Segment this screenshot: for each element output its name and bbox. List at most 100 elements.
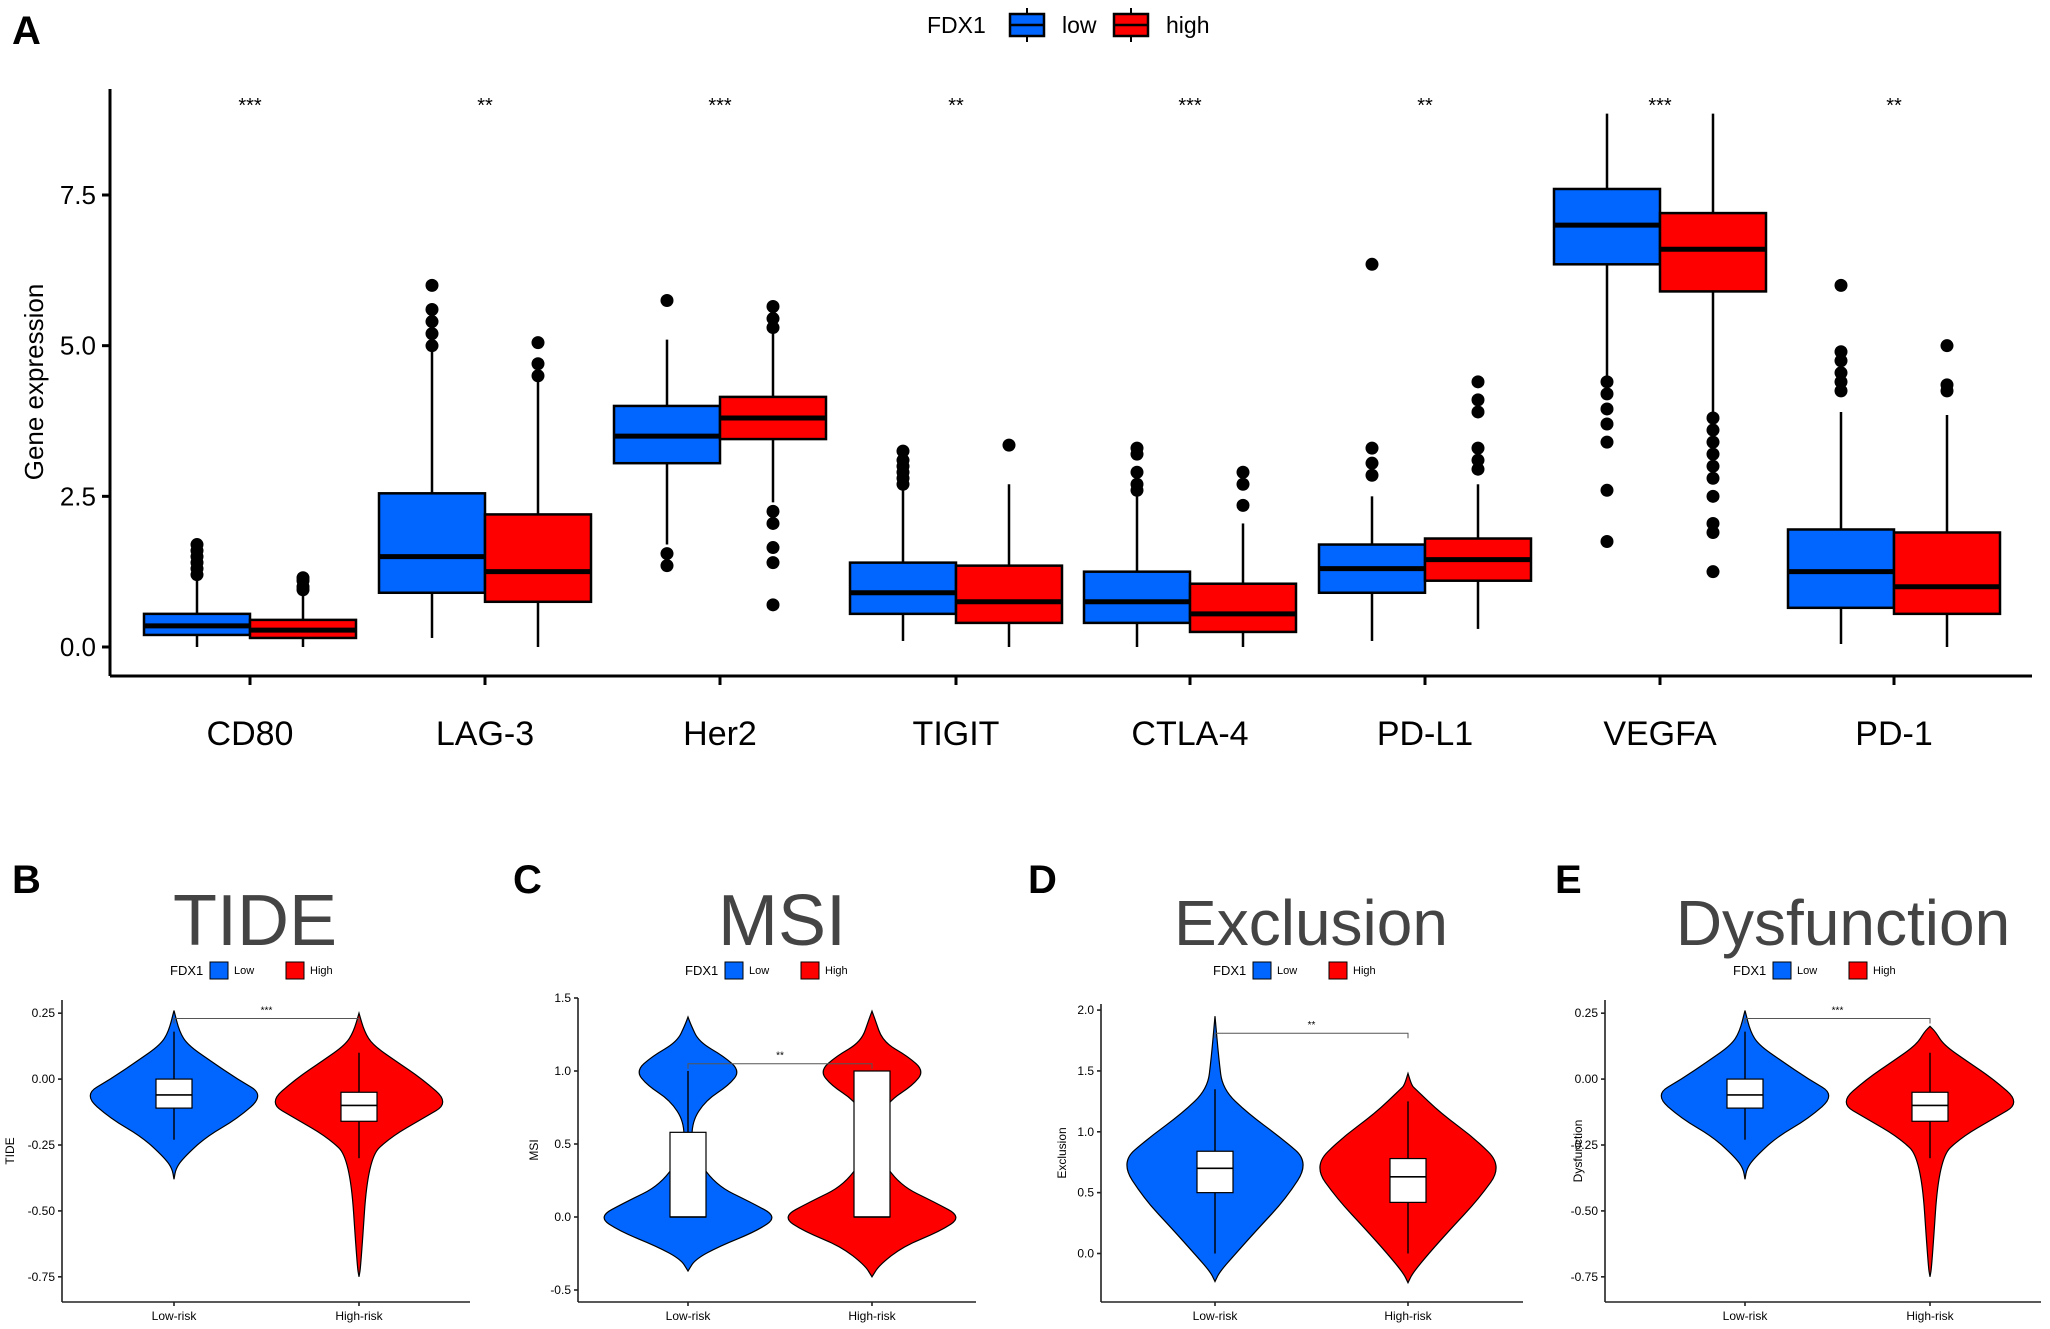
outlier-point bbox=[766, 556, 780, 570]
x-tick-label: PD-L1 bbox=[1377, 715, 1473, 753]
significance-label: ** bbox=[477, 95, 493, 117]
significance-label: ** bbox=[1308, 1020, 1316, 1031]
outlier-point bbox=[1236, 498, 1250, 512]
y-tick-label: 0.0 bbox=[60, 632, 96, 662]
y-tick-label: -0.25 bbox=[1571, 1138, 1599, 1152]
legend-label-high: High bbox=[1873, 965, 1896, 977]
outlier-point bbox=[531, 336, 545, 350]
outlier-point bbox=[1706, 435, 1720, 449]
panel-a: A FDX1 low high 0.0 2.5 5.0 7.5 Gene expression C… bbox=[12, 8, 2032, 753]
legend-key-high bbox=[800, 961, 820, 980]
significance-bracket bbox=[1214, 1032, 1409, 1039]
outlier-point bbox=[1834, 375, 1848, 389]
y-tick-label: 0.25 bbox=[32, 1006, 56, 1020]
outlier-point bbox=[766, 504, 780, 518]
outlier-point bbox=[1365, 468, 1379, 482]
legend-title: FDX1 bbox=[1213, 963, 1246, 978]
significance-label: *** bbox=[1648, 95, 1672, 117]
x-tick-label: Low-risk bbox=[666, 1309, 712, 1323]
legend-key-low bbox=[1772, 961, 1792, 980]
outlier-point bbox=[1834, 345, 1848, 359]
outlier-point bbox=[1130, 477, 1144, 491]
box-high bbox=[483, 513, 593, 604]
legend-key-high bbox=[1848, 961, 1868, 980]
legend-title: FDX1 bbox=[1733, 963, 1766, 978]
box bbox=[669, 1131, 707, 1218]
y-tick-label: 7.5 bbox=[60, 180, 96, 210]
x-tick-label: Low-risk bbox=[152, 1309, 198, 1323]
significance-label: *** bbox=[1832, 1005, 1844, 1016]
y-tick-label: 0.0 bbox=[1077, 1246, 1094, 1260]
legend-key-high bbox=[1328, 961, 1348, 980]
box bbox=[1911, 1091, 1949, 1122]
outlier-point bbox=[660, 293, 674, 307]
y-axis-label: Dysfunction bbox=[1571, 1120, 1585, 1183]
outlier-point bbox=[1365, 441, 1379, 455]
legend-label-low: Low bbox=[749, 965, 769, 977]
y-tick-label: -0.50 bbox=[1571, 1204, 1599, 1218]
x-tick-label: High-risk bbox=[1384, 1309, 1432, 1323]
y-tick-label: 1.0 bbox=[554, 1064, 571, 1078]
outlier-point bbox=[1365, 257, 1379, 271]
outlier-point bbox=[1365, 456, 1379, 470]
outlier-point bbox=[896, 444, 910, 458]
x-tick-label: High-risk bbox=[848, 1309, 896, 1323]
outlier-point bbox=[766, 598, 780, 612]
outlier-point bbox=[425, 303, 439, 317]
box-high bbox=[954, 564, 1064, 625]
panel-b: B TIDE FDX1 Low High 0.25 0.00 -0.25 -0.50 -0.75 T… bbox=[3, 858, 470, 1323]
box bbox=[853, 1070, 891, 1218]
outlier-point bbox=[1471, 453, 1485, 467]
legend-label-low: low bbox=[1062, 12, 1097, 38]
y-tick-label: -0.75 bbox=[28, 1270, 56, 1284]
legend-label-high: High bbox=[310, 965, 333, 977]
outlier-point bbox=[1236, 477, 1250, 491]
outlier-point bbox=[1834, 366, 1848, 380]
y-tick-label: 1.5 bbox=[554, 991, 571, 1005]
outlier-point bbox=[766, 541, 780, 555]
outlier-point bbox=[766, 312, 780, 326]
x-tick-label: PD-1 bbox=[1855, 715, 1932, 753]
legend-label-high: high bbox=[1166, 12, 1209, 38]
outlier-point bbox=[1600, 387, 1614, 401]
outlier-point bbox=[1706, 471, 1720, 485]
significance-label: *** bbox=[1178, 95, 1202, 117]
x-tick-label: LAG-3 bbox=[436, 715, 534, 753]
y-axis-label: Gene expression bbox=[19, 284, 49, 481]
y-axis-label: MSI bbox=[527, 1139, 541, 1160]
x-tick-label: Low-risk bbox=[1193, 1309, 1239, 1323]
x-tick-label: Her2 bbox=[683, 715, 757, 753]
outlier-point bbox=[531, 369, 545, 383]
outlier-point bbox=[1130, 465, 1144, 479]
legend-label-low: Low bbox=[234, 965, 254, 977]
y-tick-label: 0.0 bbox=[554, 1210, 571, 1224]
x-tick-label: TIGIT bbox=[913, 715, 1000, 753]
box-high bbox=[1658, 211, 1768, 293]
box bbox=[1726, 1078, 1764, 1109]
panel-title: Dysfunction bbox=[1676, 887, 2010, 959]
outlier-point bbox=[190, 538, 204, 552]
box-low bbox=[377, 492, 487, 595]
legend-title: FDX1 bbox=[170, 963, 203, 978]
outlier-point bbox=[1706, 459, 1720, 473]
outlier-point bbox=[425, 315, 439, 329]
outlier-point bbox=[1706, 423, 1720, 437]
x-tick-label: VEGFA bbox=[1603, 715, 1717, 753]
significance-label: ** bbox=[1417, 95, 1433, 117]
significance-label: ** bbox=[776, 1051, 784, 1062]
y-tick-label: 0.00 bbox=[32, 1072, 56, 1086]
box-low bbox=[1786, 528, 1896, 610]
box bbox=[1389, 1157, 1427, 1203]
outlier-point bbox=[1706, 489, 1720, 503]
y-tick-label: 1.0 bbox=[1077, 1125, 1094, 1139]
x-tick-label: Low-risk bbox=[1723, 1309, 1769, 1323]
significance-bracket bbox=[687, 1063, 873, 1069]
panel-title: Exclusion bbox=[1174, 887, 1448, 959]
legend-key-low bbox=[724, 961, 744, 980]
legend-key-high bbox=[285, 961, 305, 980]
box-low bbox=[1082, 570, 1192, 625]
outlier-point bbox=[1706, 411, 1720, 425]
significance-label: ** bbox=[948, 95, 964, 117]
